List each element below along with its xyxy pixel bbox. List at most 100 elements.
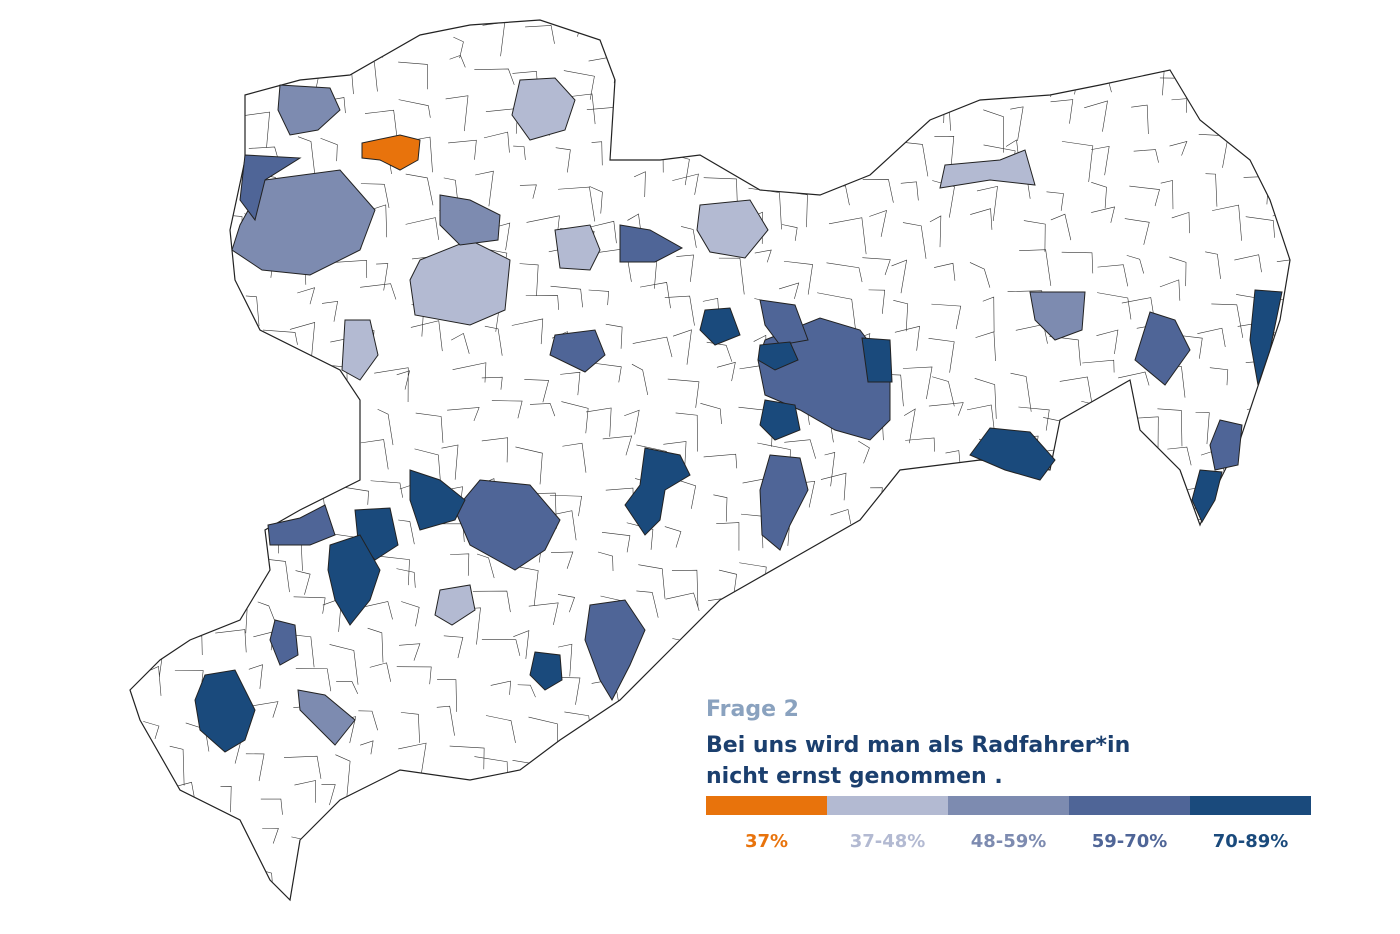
boundary [587,220,617,244]
boundary [817,63,839,89]
boundary [334,485,369,505]
region [327,534,381,626]
boundary [626,522,654,550]
boundary [529,403,556,417]
boundary [452,362,487,383]
region [861,337,893,383]
boundary [1168,31,1185,60]
boundary [748,187,782,230]
boundary [293,450,315,474]
regions [194,77,1283,753]
boundary [1194,591,1218,608]
boundary [135,491,173,532]
boundary [513,145,526,160]
boundary [1050,99,1074,124]
boundary [934,136,955,170]
boundary [358,710,378,731]
boundary [436,705,455,736]
boundary [786,629,819,663]
boundary [903,31,939,61]
legend-question: Bei uns wird man als Radfahrer*in [706,733,1130,758]
boundary [364,109,398,141]
boundary [781,224,798,241]
boundary [1011,20,1032,54]
boundary [139,780,158,802]
boundary [526,825,558,843]
boundary [1020,493,1053,533]
boundary [396,666,432,685]
boundary [256,868,275,900]
boundary [483,131,510,153]
boundary [862,257,891,276]
boundary [1246,26,1262,40]
boundary [131,304,148,328]
region [341,319,379,381]
boundary [708,595,742,624]
boundary [206,833,231,851]
boundary [475,170,494,207]
boundary [867,20,879,48]
boundary [147,666,162,696]
boundary [892,489,915,521]
boundary [291,899,326,900]
boundary [671,569,699,607]
boundary [1212,204,1242,241]
boundary [932,180,955,218]
boundary [405,173,434,206]
boundary [793,602,813,624]
boundary [548,862,567,894]
boundary [1097,292,1132,320]
region [1191,469,1223,524]
boundary [170,902,201,931]
boundary [525,295,560,310]
legend-label: 48-59% [971,831,1047,852]
boundary [549,827,580,855]
boundary [333,811,369,830]
boundary [376,555,410,586]
boundary [516,776,546,814]
boundary [668,26,708,50]
boundary [177,189,210,220]
boundary [130,909,151,934]
boundary [301,395,333,411]
region [624,447,691,536]
boundary [604,822,635,848]
boundary [448,139,477,160]
boundary [336,681,359,695]
boundary [176,249,214,273]
boundary [563,780,584,817]
boundary [339,863,369,900]
boundary [289,322,316,359]
boundary [890,857,921,873]
boundary [563,754,596,788]
boundary [1271,332,1290,352]
boundary [755,912,776,934]
boundary [966,861,1000,894]
boundary [1121,531,1143,570]
boundary [820,472,847,501]
boundary [1056,868,1086,884]
boundary [370,480,403,498]
boundary [817,292,857,336]
boundary [1159,911,1183,929]
boundary [1209,367,1229,386]
boundary [928,337,955,373]
boundary [218,407,238,430]
boundary [662,857,676,882]
boundary [259,440,280,477]
boundary [1014,705,1036,726]
boundary [1235,483,1263,500]
boundary [1243,685,1260,708]
boundary [1015,625,1034,654]
boundary [174,552,187,582]
boundary [398,519,415,545]
boundary [632,336,673,358]
boundary [1082,674,1115,713]
boundary [513,630,530,659]
boundary [1275,37,1290,72]
boundary [528,602,559,626]
boundary [893,300,909,332]
boundary [862,111,886,135]
boundary [893,525,925,540]
boundary [293,596,326,614]
